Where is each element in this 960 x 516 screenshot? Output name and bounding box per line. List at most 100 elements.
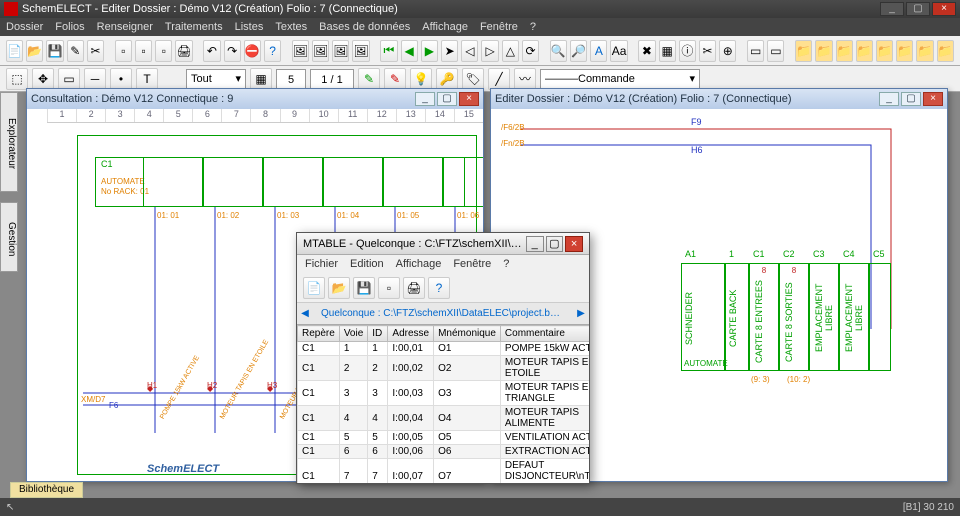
tab-right-arrow[interactable]: ▶ (573, 308, 589, 319)
table-row[interactable]: C177I:00,07O7DEFAUT DISJONCTEUR\nTAPIS O… (298, 459, 590, 484)
win1-icon[interactable]: ▭ (747, 40, 764, 62)
table-row[interactable]: C155I:00,05O5VENTILATION ACTIVE (298, 431, 590, 445)
tool5-icon[interactable]: ⊕ (719, 40, 736, 62)
mtmenu-fichier[interactable]: Fichier (305, 258, 338, 270)
table-row[interactable]: C122I:00,02O2MOTEUR TAPIS EN ETOILE (298, 356, 590, 381)
zoom-icon[interactable]: 🔎 (570, 40, 587, 62)
move-icon[interactable]: ✥ (32, 68, 54, 90)
child-close-button[interactable]: × (459, 92, 479, 106)
tool4-icon[interactable]: ✂ (699, 40, 716, 62)
up-icon[interactable]: △ (502, 40, 519, 62)
lbl-icon[interactable]: T (136, 68, 158, 90)
win2-icon[interactable]: ▭ (767, 40, 784, 62)
mtable-min-button[interactable]: _ (526, 236, 544, 252)
child2-max-button[interactable]: ▢ (901, 92, 921, 106)
save-icon[interactable]: 💾 (46, 40, 63, 62)
pen2-icon[interactable]: ✎ (384, 68, 406, 90)
tab-left-arrow[interactable]: ◀ (297, 308, 313, 319)
next-icon[interactable]: ▶ (421, 40, 438, 62)
back-icon[interactable]: ◁ (461, 40, 478, 62)
col-voie[interactable]: Voie (339, 326, 367, 342)
menu-folios[interactable]: Folios (55, 21, 84, 33)
tool2-icon[interactable]: ▦ (659, 40, 676, 62)
sidebar-tab-gestion[interactable]: Gestion (0, 202, 18, 272)
sidebar-tab-explorer[interactable]: Explorateur (0, 92, 18, 192)
mtable-grid-wrapper[interactable]: RepèreVoieIDAdresseMnémoniqueCommentaire… (297, 325, 589, 483)
stop-icon[interactable]: ⛔ (244, 40, 261, 62)
go-icon[interactable]: ➤ (441, 40, 458, 62)
pic4-icon[interactable]: 🖼 (352, 40, 369, 62)
print-icon[interactable]: 🖨 (175, 40, 192, 62)
col-id[interactable]: ID (368, 326, 388, 342)
minimize-button[interactable]: _ (880, 2, 904, 16)
sel-icon[interactable]: ⬚ (6, 68, 28, 90)
tool1-icon[interactable]: ✖ (638, 40, 655, 62)
close-button[interactable]: × (932, 2, 956, 16)
refresh-icon[interactable]: ⟳ (522, 40, 539, 62)
mtmenu-?[interactable]: ? (503, 258, 509, 270)
doc3-icon[interactable]: ▫ (155, 40, 172, 62)
fwd-icon[interactable]: ▷ (481, 40, 498, 62)
layer-select[interactable]: Tout▾ (186, 69, 246, 89)
menu-dossier[interactable]: Dossier (6, 21, 43, 33)
col-commentaire[interactable]: Commentaire (500, 326, 589, 342)
command-select[interactable]: ———Commande▾ (540, 69, 700, 89)
edit-icon[interactable]: ✎ (67, 40, 84, 62)
node-icon[interactable]: • (110, 68, 132, 90)
menu-bases de données[interactable]: Bases de données (319, 21, 410, 33)
folder7-icon[interactable]: 📁 (916, 40, 933, 62)
child-max-button[interactable]: ▢ (437, 92, 457, 106)
pic2-icon[interactable]: 🖼 (312, 40, 329, 62)
menu-textes[interactable]: Textes (275, 21, 307, 33)
menu-traitements[interactable]: Traitements (165, 21, 223, 33)
text-icon[interactable]: A (590, 40, 607, 62)
mt-save-icon[interactable]: 💾 (353, 277, 375, 299)
folder4-icon[interactable]: 📁 (856, 40, 873, 62)
mt-print-icon[interactable]: 🖨 (403, 277, 425, 299)
menu-listes[interactable]: Listes (235, 21, 264, 33)
biblio-tab[interactable]: Bibliothèque (10, 482, 83, 498)
tool3-icon[interactable]: ⓘ (679, 40, 696, 62)
open-icon[interactable]: 📂 (26, 40, 43, 62)
table-row[interactable]: C111I:00,01O1POMPE 15kW ACTIVE (298, 342, 590, 356)
pic1-icon[interactable]: 🖼 (292, 40, 309, 62)
folder3-icon[interactable]: 📁 (836, 40, 853, 62)
table-row[interactable]: C133I:00,03O3MOTEUR TAPIS EN TRIANGLE (298, 381, 590, 406)
child2-close-button[interactable]: × (923, 92, 943, 106)
comp-icon[interactable]: ▭ (58, 68, 80, 90)
key-icon[interactable]: 🔑 (436, 68, 458, 90)
mtmenu-fenêtre[interactable]: Fenêtre (453, 258, 491, 270)
menu-fenêtre[interactable]: Fenêtre (480, 21, 518, 33)
prev-icon[interactable]: ◀ (401, 40, 418, 62)
mt-doc-icon[interactable]: ▫ (378, 277, 400, 299)
child2-min-button[interactable]: _ (879, 92, 899, 106)
grid-icon[interactable]: ▦ (250, 68, 272, 90)
table-row[interactable]: C144I:00,04O4MOTEUR TAPIS ALIMENTE (298, 406, 590, 431)
doc1-icon[interactable]: ▫ (115, 40, 132, 62)
line-icon[interactable]: ╱ (488, 68, 510, 90)
mt-help-icon[interactable]: ? (428, 277, 450, 299)
folder2-icon[interactable]: 📁 (815, 40, 832, 62)
mt-new-icon[interactable]: 📄 (303, 277, 325, 299)
help-icon[interactable]: ? (264, 40, 281, 62)
col-adresse[interactable]: Adresse (388, 326, 434, 342)
pic3-icon[interactable]: 🖼 (332, 40, 349, 62)
pen-icon[interactable]: ✎ (358, 68, 380, 90)
mtmenu-affichage[interactable]: Affichage (396, 258, 442, 270)
redo-icon[interactable]: ↷ (224, 40, 241, 62)
wire-icon[interactable]: ─ (84, 68, 106, 90)
maximize-button[interactable]: ▢ (906, 2, 930, 16)
mt-open-icon[interactable]: 📂 (328, 277, 350, 299)
misc-icon[interactable]: 〰 (514, 68, 536, 90)
mtable-tab[interactable]: Quelconque : C:\FTZ\schemXII\DataELEC\pr… (313, 306, 573, 321)
folder8-icon[interactable]: 📁 (937, 40, 954, 62)
search-icon[interactable]: 🔍 (550, 40, 567, 62)
folder6-icon[interactable]: 📁 (896, 40, 913, 62)
bulb-icon[interactable]: 💡 (410, 68, 432, 90)
menu-?[interactable]: ? (530, 21, 536, 33)
font-icon[interactable]: Aa (610, 40, 627, 62)
folder5-icon[interactable]: 📁 (876, 40, 893, 62)
folder1-icon[interactable]: 📁 (795, 40, 812, 62)
mtmenu-edition[interactable]: Edition (350, 258, 384, 270)
table-row[interactable]: C166I:00,06O6EXTRACTION ACTIVE (298, 445, 590, 459)
